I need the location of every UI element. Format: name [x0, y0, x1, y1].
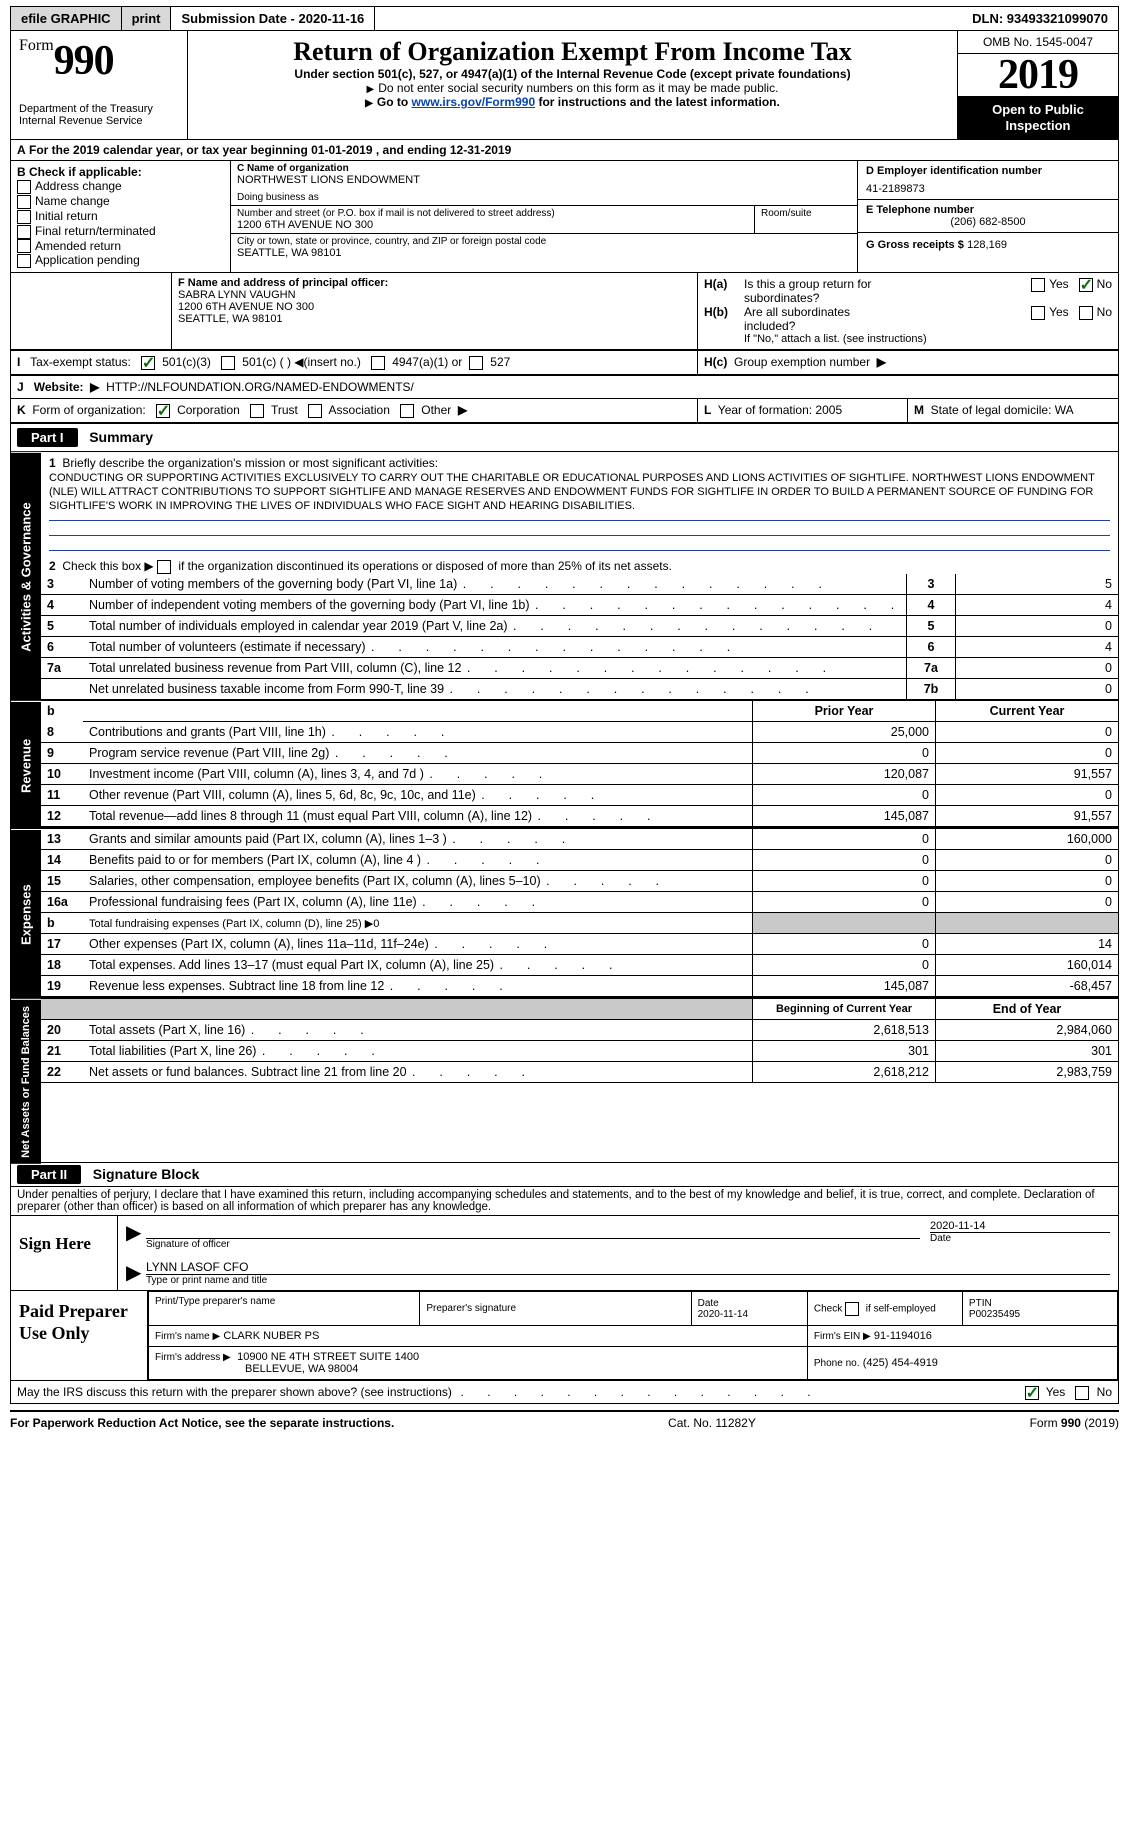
box-d-e-g: D Employer identification number 41-2189… [858, 161, 1118, 273]
discuss-yes-check[interactable] [1025, 1386, 1039, 1400]
sign-here-block: Sign Here ▶ Signature of officer 2020-11… [10, 1216, 1119, 1291]
paid-preparer-block: Paid Preparer Use Only Print/Type prepar… [10, 1291, 1119, 1381]
gross-receipts: 128,169 [967, 239, 1007, 251]
org-street: 1200 6TH AVENUE NO 300 [237, 219, 748, 231]
vtab-net: Net Assets or Fund Balances [11, 999, 41, 1164]
revenue-section: Revenue b Prior Year Current Year 8Contr… [10, 701, 1119, 829]
submission-date: Submission Date - 2020-11-16 [171, 7, 375, 30]
firm-addr2: BELLEVUE, WA 98004 [155, 1363, 358, 1375]
part-2-header: Part II Signature Block [10, 1163, 1119, 1187]
officer-name: LYNN LASOF CFO [146, 1260, 1110, 1275]
form-word: Form [19, 37, 54, 54]
form-title: Return of Organization Exempt From Incom… [196, 37, 949, 67]
firm-addr1: 10900 NE 4TH STREET SUITE 1400 [237, 1351, 419, 1363]
form-header-center: Return of Organization Exempt From Incom… [188, 31, 958, 139]
sign-here-label: Sign Here [11, 1216, 118, 1290]
ptin-value: P00235495 [969, 1309, 1111, 1320]
box-f: F Name and address of principal officer:… [171, 273, 698, 350]
ein-value: 41-2189873 [866, 183, 1110, 195]
top-bar: efile GRAPHIC print Submission Date - 20… [10, 6, 1119, 31]
dept-2: Internal Revenue Service [19, 115, 179, 127]
mission-text: CONDUCTING OR SUPPORTING ACTIVITIES EXCL… [49, 472, 1095, 512]
firm-phone: (425) 454-4919 [863, 1357, 938, 1369]
gov-table: 3Number of voting members of the governi… [41, 574, 1118, 700]
self-employed-check[interactable] [845, 1302, 859, 1316]
org-city: SEATTLE, WA 98101 [237, 247, 851, 259]
initial-return-check[interactable] [17, 210, 31, 224]
open-inspection: Open to Public Inspection [958, 96, 1118, 139]
addr-change-check[interactable] [17, 180, 31, 194]
name-change-check[interactable] [17, 195, 31, 209]
final-return-check[interactable] [17, 225, 31, 239]
501c3-check[interactable] [141, 356, 155, 370]
discuss-line: May the IRS discuss this return with the… [10, 1381, 1119, 1404]
assoc-check[interactable] [308, 404, 322, 418]
part-1-header: Part I Summary [10, 424, 1119, 452]
revenue-table: b Prior Year Current Year [41, 701, 1118, 722]
page-footer: For Paperwork Reduction Act Notice, see … [10, 1410, 1119, 1430]
ha-yes-check[interactable] [1031, 278, 1045, 292]
goto-link[interactable]: www.irs.gov/Form990 [412, 95, 536, 109]
dept-1: Department of the Treasury [19, 103, 179, 115]
app-pending-check[interactable] [17, 254, 31, 268]
expenses-section: Expenses 13Grants and similar amounts pa… [10, 829, 1119, 999]
hb-no-check[interactable] [1079, 306, 1093, 320]
form-subtitle: Under section 501(c), 527, or 4947(a)(1)… [196, 67, 949, 81]
hb-yes-check[interactable] [1031, 306, 1045, 320]
form-header: Form990 Department of the Treasury Inter… [10, 31, 1119, 140]
officer-sig-date: 2020-11-14 [930, 1220, 1110, 1233]
ha-no-check[interactable] [1079, 278, 1093, 292]
discontinued-check[interactable] [157, 560, 171, 574]
box-c: C Name of organization NORTHWEST LIONS E… [231, 161, 858, 273]
org-name: NORTHWEST LIONS ENDOWMENT [237, 174, 851, 186]
print-label: print [132, 11, 161, 26]
omb-number: OMB No. 1545-0047 [958, 31, 1118, 54]
line-j: J Website: ▶ HTTP://NLFOUNDATION.ORG/NAM… [10, 376, 1119, 399]
perjury-declaration: Under penalties of perjury, I declare th… [10, 1187, 1119, 1216]
section-b-c-d: B Check if applicable: Address change Na… [10, 161, 1119, 273]
trust-check[interactable] [250, 404, 264, 418]
corp-check[interactable] [156, 404, 170, 418]
other-check[interactable] [400, 404, 414, 418]
year-formation: 2005 [815, 403, 842, 417]
firm-ein: 91-1194016 [874, 1330, 932, 1342]
efile-label: efile GRAPHIC [21, 11, 111, 26]
ssn-warning: Do not enter social security numbers on … [196, 81, 949, 95]
form-990-page: efile GRAPHIC print Submission Date - 20… [0, 0, 1129, 1450]
print-button[interactable]: print [122, 7, 172, 30]
vtab-expenses: Expenses [11, 829, 41, 999]
part-1-body: Activities & Governance 1 Briefly descri… [10, 452, 1119, 701]
preparer-table: Print/Type preparer's name Preparer's si… [148, 1291, 1118, 1380]
phone-value: (206) 682-8500 [866, 216, 1110, 228]
line-k-l-m: K Form of organization: Corporation Trus… [10, 399, 1119, 424]
tax-year: 2019 [958, 54, 1118, 96]
line-a: A For the 2019 calendar year, or tax yea… [10, 140, 1119, 161]
net-assets-section: Net Assets or Fund Balances Beginning of… [10, 999, 1119, 1164]
vtab-revenue: Revenue [11, 701, 41, 829]
box-b: B Check if applicable: Address change Na… [11, 161, 231, 273]
efile-button[interactable]: efile GRAPHIC [11, 7, 122, 30]
amended-check[interactable] [17, 239, 31, 253]
vtab-activities: Activities & Governance [11, 452, 41, 701]
form-header-left: Form990 Department of the Treasury Inter… [11, 31, 188, 139]
discuss-no-check[interactable] [1075, 1386, 1089, 1400]
501c-check[interactable] [221, 356, 235, 370]
line-i: I Tax-exempt status: 501(c)(3) 501(c) ( … [10, 351, 1119, 376]
website-value: HTTP://NLFOUNDATION.ORG/NAMED-ENDOWMENTS… [106, 380, 414, 394]
paid-preparer-label: Paid Preparer Use Only [11, 1291, 148, 1380]
dln-label: DLN: 93493321099070 [962, 7, 1118, 30]
section-f-h: F Name and address of principal officer:… [10, 273, 1119, 351]
527-check[interactable] [469, 356, 483, 370]
state-domicile: WA [1055, 403, 1074, 417]
goto-line: Go to www.irs.gov/Form990 for instructio… [196, 95, 949, 109]
firm-name: CLARK NUBER PS [223, 1330, 319, 1342]
pp-date: 2020-11-14 [698, 1309, 801, 1320]
box-h: H(a) Is this a group return for subordin… [698, 273, 1118, 350]
form-number: 990 [54, 38, 114, 84]
form-header-right: OMB No. 1545-0047 2019 Open to Public In… [958, 31, 1118, 139]
4947-check[interactable] [371, 356, 385, 370]
